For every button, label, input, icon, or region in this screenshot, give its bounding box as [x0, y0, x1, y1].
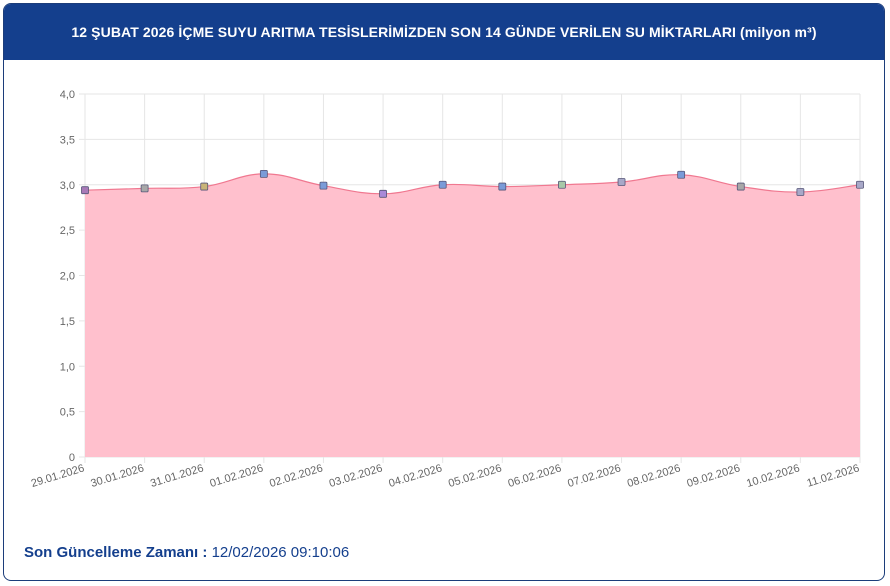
y-tick-label: 2,5 [60, 225, 75, 237]
data-point [558, 180, 566, 189]
x-tick-label: 30.01.2026 [89, 462, 145, 490]
data-point [498, 182, 507, 191]
x-tick-label: 29.01.2026 [30, 462, 86, 490]
x-tick-label: 03.02.2026 [328, 462, 384, 490]
y-tick-label: 2,0 [60, 271, 75, 283]
data-point [140, 184, 149, 193]
y-tick-label: 0,5 [60, 407, 75, 419]
x-tick-label: 07.02.2026 [566, 462, 622, 490]
y-tick-label: 1,5 [60, 316, 75, 328]
y-tick-label: 3,0 [60, 180, 75, 192]
x-tick-label: 04.02.2026 [387, 462, 443, 490]
x-tick-label: 11.02.2026 [805, 462, 860, 489]
data-point [438, 180, 447, 189]
chart-card: 12 ŞUBAT 2026 İÇME SUYU ARITMA TESİSLERİ… [3, 3, 885, 581]
data-point [259, 169, 268, 178]
x-tick-label: 06.02.2026 [507, 462, 563, 490]
y-tick-label: 3,5 [60, 134, 75, 146]
x-tick-label: 08.02.2026 [626, 462, 682, 490]
x-tick-label: 01.02.2026 [209, 462, 265, 490]
data-point [617, 178, 626, 186]
x-tick-label: 02.02.2026 [268, 462, 324, 490]
y-tick-label: 1,0 [60, 361, 75, 373]
series-line [84, 173, 861, 195]
chart-title: 12 ŞUBAT 2026 İÇME SUYU ARITMA TESİSLERİ… [71, 24, 817, 40]
data-point [81, 186, 89, 195]
data-point [856, 180, 864, 189]
x-tick-label: 05.02.2026 [447, 462, 503, 490]
data-point [200, 182, 209, 191]
data-point [379, 189, 387, 198]
series-area [85, 173, 860, 457]
x-tick-label: 10.02.2026 [745, 462, 801, 490]
chart-svg: 0 0,5 1,0 1,5 2,0 2,5 3,0 3,5 4,0 29.01.2026 30.01… [30, 89, 864, 490]
chart-area: 0 0,5 1,0 1,5 2,0 2,5 3,0 3,5 4,0 29.01.2026 30.01… [4, 60, 884, 530]
y-tick-label: 0 [69, 452, 75, 464]
last-update-value: 12/02/2026 09:10:06 [211, 544, 350, 561]
last-update: Son Güncelleme Zamanı : 12/02/2026 09:10… [24, 544, 349, 561]
x-tick-label: 09.02.2026 [685, 462, 741, 490]
last-update-label: Son Güncelleme Zamanı : [24, 544, 208, 561]
data-point [796, 188, 805, 196]
x-tick-label: 31.01.2026 [149, 462, 205, 490]
chart-header: 12 ŞUBAT 2026 İÇME SUYU ARITMA TESİSLERİ… [4, 4, 884, 60]
data-point [677, 170, 686, 179]
y-tick-label: 4,0 [60, 89, 75, 101]
data-point [736, 182, 745, 191]
data-point [319, 181, 328, 190]
